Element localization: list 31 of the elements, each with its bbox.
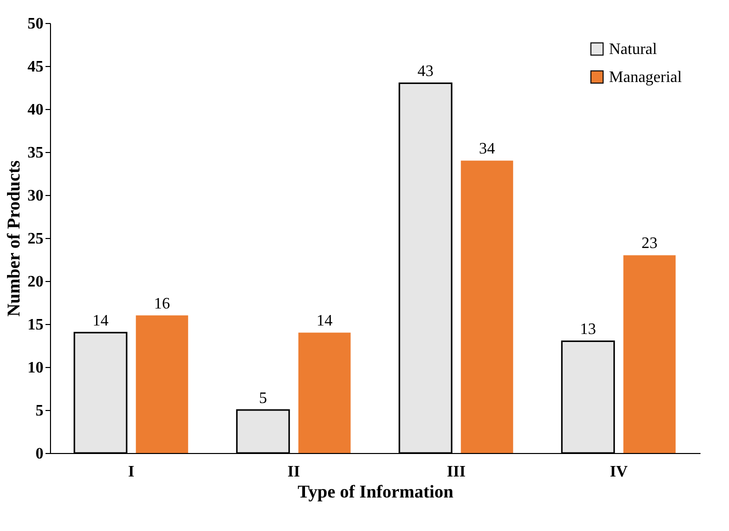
legend-label: Natural <box>609 41 658 58</box>
data-label: 34 <box>478 140 495 158</box>
x-tick-label: IV <box>610 464 628 480</box>
y-tick-label: 50 <box>28 16 44 32</box>
legend-label: Managerial <box>609 69 682 86</box>
data-label: 14 <box>316 312 332 330</box>
x-tick-label: III <box>446 464 466 480</box>
bar <box>136 315 188 453</box>
y-tick-label: 35 <box>28 144 44 162</box>
y-tick-label: 30 <box>28 188 44 204</box>
bar <box>460 160 514 453</box>
y-tick-label: 0 <box>36 446 44 462</box>
x-axis-title: Type of Information <box>298 482 454 502</box>
bar <box>298 332 351 453</box>
data-label: 5 <box>259 390 268 407</box>
y-tick-label: 20 <box>28 274 44 290</box>
y-tick-label: 5 <box>36 402 44 420</box>
y-tick-label: 40 <box>28 102 44 118</box>
data-label: 13 <box>580 321 596 338</box>
x-tick-label: II <box>288 464 300 480</box>
data-label: 14 <box>92 312 109 330</box>
y-axis-title: Number of Products <box>4 160 24 317</box>
data-label: 43 <box>418 63 434 80</box>
y-tick-label: 45 <box>28 58 44 76</box>
x-tick-label: I <box>128 464 134 480</box>
bar <box>623 255 676 453</box>
y-tick-label: 10 <box>28 360 44 376</box>
data-label: 23 <box>641 235 658 252</box>
y-tick-label: 15 <box>28 316 44 334</box>
y-tick-label: 25 <box>28 230 44 248</box>
data-label: 16 <box>154 295 170 312</box>
